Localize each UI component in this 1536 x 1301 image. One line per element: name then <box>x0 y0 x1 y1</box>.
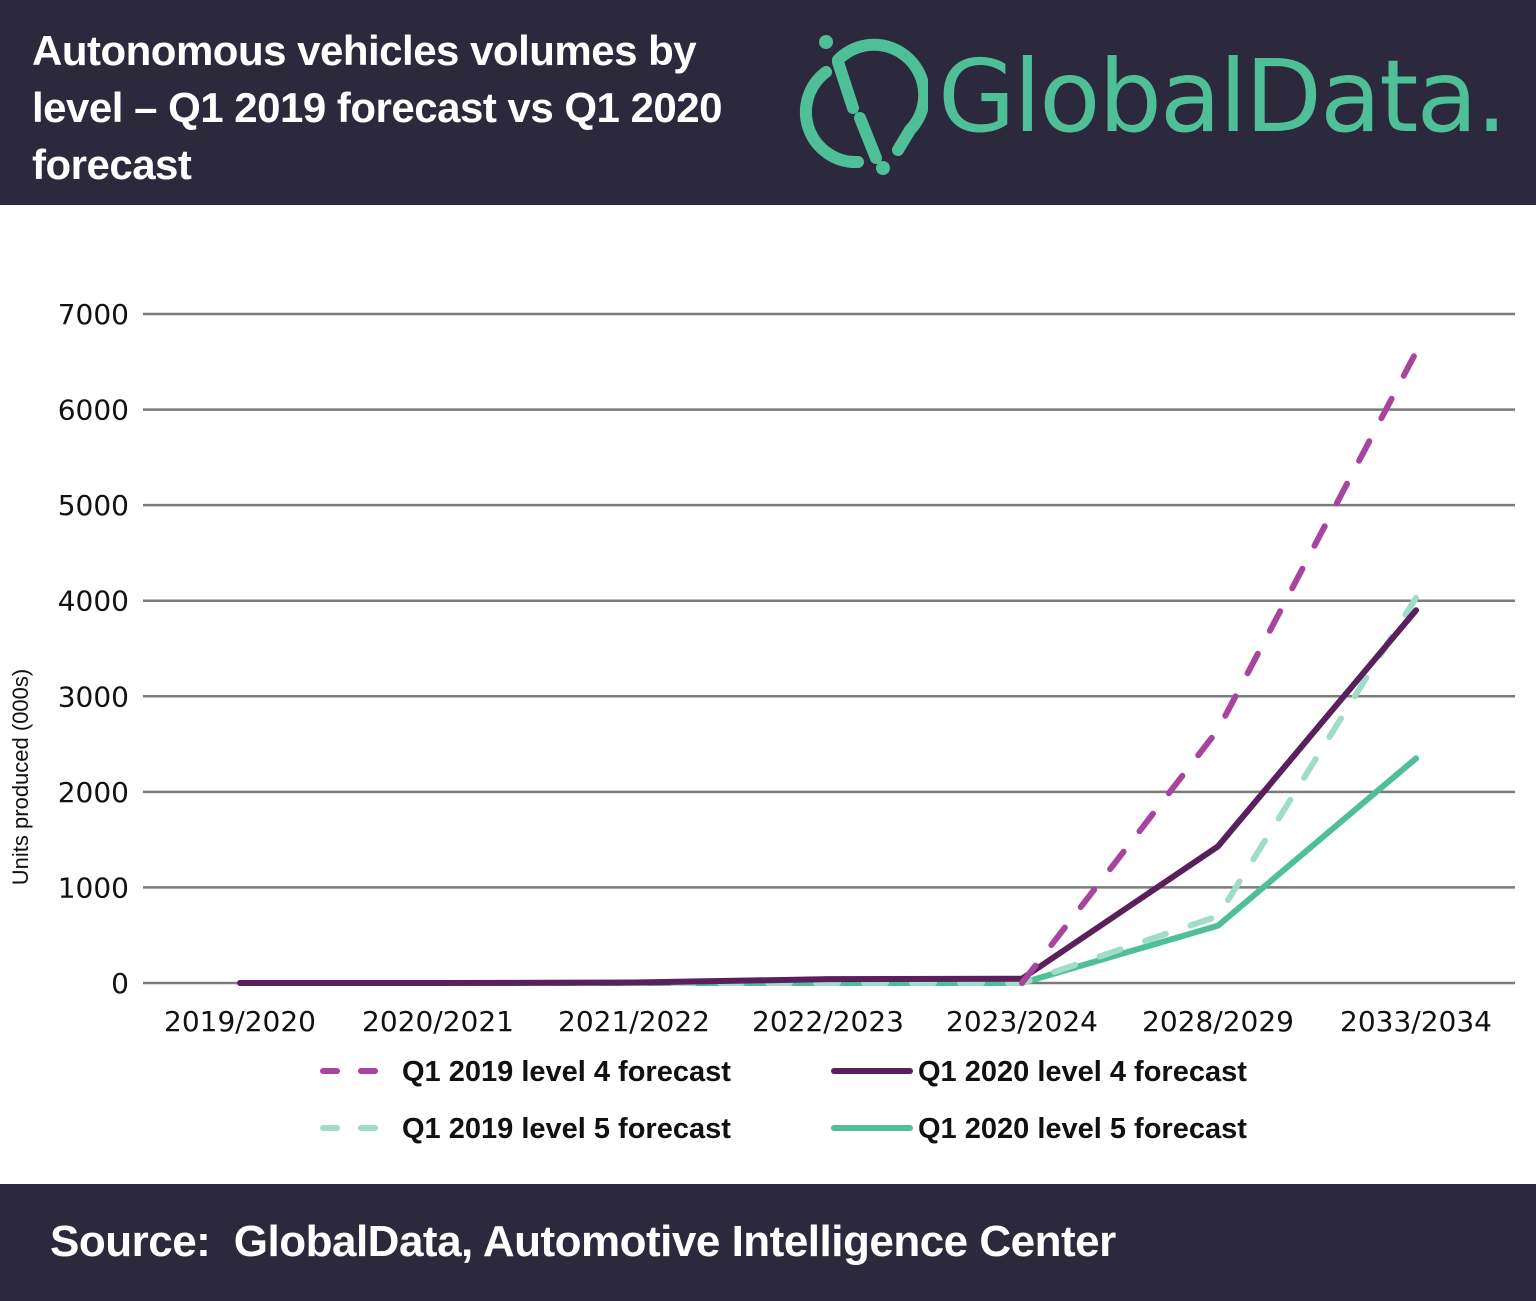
y-tick-label: 2000 <box>58 776 129 809</box>
x-tick-label: 2020/2021 <box>362 1005 514 1038</box>
series-lines <box>237 349 1419 986</box>
y-tick-labels: 0 1000 2000 3000 4000 5000 6000 7000 <box>58 298 129 1000</box>
header-banner: Autonomous vehicles volumes by level – Q… <box>0 0 1536 205</box>
y-tick-label: 7000 <box>58 298 129 331</box>
x-tick-label: 2021/2022 <box>558 1005 710 1038</box>
y-tick-label: 4000 <box>58 585 129 618</box>
y-tick-label: 5000 <box>58 489 129 522</box>
x-tick-label: 2022/2023 <box>752 1005 904 1038</box>
series-line-q1-2019-level-5-forecast <box>237 594 1419 986</box>
x-tick-label: 2033/2034 <box>1340 1005 1492 1038</box>
x-tick-label: 2023/2024 <box>946 1005 1098 1038</box>
chart-title-line: forecast <box>32 141 192 188</box>
gridlines <box>143 312 1515 985</box>
globaldata-logo: GlobalData. <box>798 30 1508 175</box>
chart-title-line: Autonomous vehicles volumes by <box>32 27 697 74</box>
chart-title-line: level – Q1 2019 forecast vs Q1 2020 <box>32 84 723 131</box>
series-line-q1-2019-level-4-forecast <box>1019 349 1419 986</box>
y-tick-label: 6000 <box>58 394 129 427</box>
legend: Q1 2019 level 4 forecast Q1 2020 level 4 … <box>320 1056 1247 1145</box>
legend-label: Q1 2019 level 4 forecast <box>402 1056 731 1088</box>
series-line-q1-2020-level-4-forecast <box>237 607 1419 986</box>
x-tick-labels: 2019/2020 2020/2021 2021/2022 2022/2023 2023… <box>164 1005 1492 1038</box>
x-tick-label: 2028/2029 <box>1142 1005 1294 1038</box>
footer-banner: Source: GlobalData, Automotive Intellige… <box>0 1184 1536 1301</box>
legend-label: Q1 2020 level 5 forecast <box>918 1113 1247 1145</box>
chart-title: Autonomous vehicles volumes by level – Q… <box>32 22 792 193</box>
y-tick-label: 0 <box>111 967 129 1000</box>
y-axis-label: Units produced (000s) <box>8 669 33 885</box>
source-note: Source: GlobalData, Automotive Intellige… <box>50 1217 1116 1266</box>
legend-label: Q1 2020 level 4 forecast <box>918 1056 1247 1088</box>
y-tick-label: 3000 <box>58 680 129 713</box>
logo-wordmark: GlobalData. <box>938 38 1508 155</box>
legend-label: Q1 2019 level 5 forecast <box>402 1113 731 1145</box>
x-tick-label: 2019/2020 <box>164 1005 316 1038</box>
globaldata-logo-icon <box>799 35 931 175</box>
y-tick-label: 1000 <box>58 871 129 904</box>
line-chart: 0 1000 2000 3000 4000 5000 6000 7000 Units prod… <box>8 298 1515 1145</box>
